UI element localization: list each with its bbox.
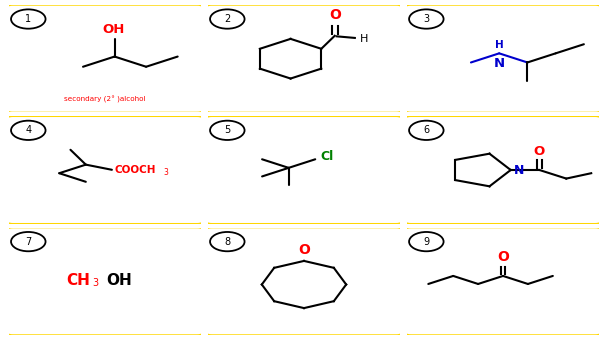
Text: O: O [497, 250, 509, 264]
Text: O: O [329, 8, 340, 22]
Text: N: N [514, 164, 524, 176]
Text: O: O [298, 243, 310, 257]
Text: 5: 5 [224, 125, 230, 135]
Text: 8: 8 [224, 237, 230, 246]
FancyBboxPatch shape [5, 3, 205, 115]
FancyBboxPatch shape [5, 114, 205, 226]
FancyBboxPatch shape [5, 225, 205, 337]
Text: OH: OH [106, 273, 132, 288]
Text: 3: 3 [423, 14, 429, 24]
FancyBboxPatch shape [204, 114, 404, 226]
Text: H: H [360, 34, 368, 44]
FancyBboxPatch shape [204, 225, 404, 337]
Text: O: O [534, 145, 545, 158]
Text: secondary (2° )alcohol: secondary (2° )alcohol [64, 96, 146, 103]
FancyBboxPatch shape [204, 3, 404, 115]
Text: 4: 4 [25, 125, 32, 135]
Text: 3: 3 [92, 278, 98, 288]
Text: H: H [495, 39, 503, 50]
Text: OH: OH [102, 23, 125, 36]
Text: 6: 6 [423, 125, 429, 135]
Text: 2: 2 [224, 14, 230, 24]
Text: Cl: Cl [320, 150, 333, 163]
FancyBboxPatch shape [403, 3, 603, 115]
Text: 1: 1 [25, 14, 32, 24]
Text: 7: 7 [25, 237, 32, 246]
Text: 9: 9 [423, 237, 429, 246]
Text: 3: 3 [164, 168, 168, 177]
FancyBboxPatch shape [403, 114, 603, 226]
Text: COOCH: COOCH [115, 165, 156, 175]
Text: CH: CH [66, 273, 89, 288]
Text: N: N [494, 57, 505, 70]
FancyBboxPatch shape [403, 225, 603, 337]
